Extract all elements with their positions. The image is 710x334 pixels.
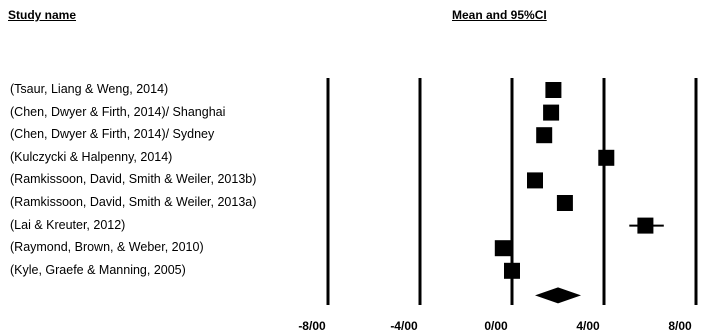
x-tick-label: -4/00 (390, 319, 418, 333)
study-label: (Tsaur, Liang & Weng, 2014) (10, 82, 169, 96)
x-tick-label: -8/00 (298, 319, 326, 333)
point-estimate (545, 82, 562, 98)
point-estimate (598, 149, 615, 166)
study-label: (Raymond, Brown, & Weber, 2010) (10, 240, 204, 255)
point-estimate (556, 195, 573, 211)
study-label: (Lai & Kreuter, 2012) (10, 217, 126, 232)
x-tick-label: 8/00 (668, 319, 692, 333)
study-label: (Chen, Dwyer & Firth, 2014)/ Sydney (10, 127, 215, 142)
point-estimate (527, 172, 543, 189)
x-tick-label: 4/00 (576, 319, 600, 333)
point-estimate (637, 217, 654, 234)
point-estimate (494, 240, 511, 257)
study-label: (Kulczycki & Halpenny, 2014) (10, 149, 173, 164)
statistic-header: Mean and 95%CI (452, 8, 547, 22)
study-name-header: Study name (8, 8, 77, 22)
study-label: (Ramkissoon, David, Smith & Weiler, 2013… (10, 172, 257, 187)
point-estimate (536, 127, 553, 144)
x-tick-label: 0/00 (484, 319, 508, 333)
point-estimate (543, 104, 560, 121)
summary-diamond (535, 287, 581, 304)
study-label: (Kyle, Graefe & Manning, 2005) (10, 262, 186, 277)
study-label: (Chen, Dwyer & Firth, 2014)/ Shanghai (10, 104, 226, 119)
point-estimate (504, 262, 520, 279)
study-label: (Ramkissoon, David, Smith & Weiler, 2013… (10, 195, 257, 209)
